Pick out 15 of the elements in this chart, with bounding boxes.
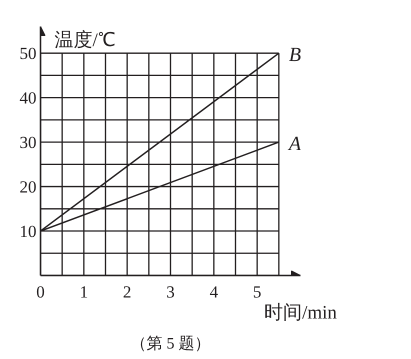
y-tick-label: 50 [20,44,36,64]
x-tick-label: 4 [210,282,219,302]
y-tick-label: 30 [20,133,36,152]
x-tick-label: 0 [36,282,45,302]
x-tick-label: 1 [80,282,88,302]
y-tick-label: 10 [20,222,36,242]
y-tick-label: 40 [20,88,36,108]
x-axis-title: 时间/min [264,302,338,324]
y-tick-label: 20 [20,178,36,197]
x-tick-label: 5 [252,282,262,302]
x-tick-label: 3 [166,282,175,302]
x-tick-label: 2 [122,282,132,302]
text: （第 5 题） [130,336,210,352]
y-axis-title: 温度/℃ [54,29,116,51]
series-label: B [288,44,302,66]
